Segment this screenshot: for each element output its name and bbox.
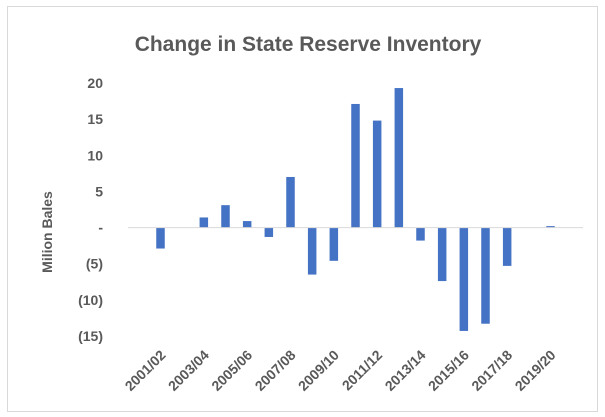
- y-axis-ticks: 20 15 10 5 - (5) (10) (15): [78, 75, 103, 344]
- y-tick-label: 15: [87, 111, 103, 127]
- y-tick-label: 5: [95, 183, 103, 199]
- x-tick-label: 2001/02: [122, 347, 169, 394]
- x-axis-ticks: 2001/022003/042005/062007/082009/102011/…: [122, 347, 559, 394]
- bar-2011-12: [372, 120, 382, 228]
- x-tick-label: 2011/12: [339, 347, 386, 394]
- bar-2017-18: [502, 227, 512, 266]
- bar-2016-17: [481, 227, 490, 324]
- y-tick-label: (5): [86, 256, 103, 272]
- y-tick-label: (15): [78, 328, 103, 344]
- x-tick-label: 2017/18: [468, 347, 515, 394]
- x-tick-label: 2003/04: [165, 347, 212, 394]
- bar-2003-04: [199, 217, 209, 228]
- y-tick-label: -: [98, 220, 103, 236]
- x-tick-label: 2013/14: [382, 347, 429, 394]
- y-tick-label: 10: [87, 147, 103, 163]
- bar-2014-15: [437, 227, 447, 282]
- bar-2007-08: [286, 176, 295, 228]
- bar-2013-14: [416, 227, 425, 241]
- chart-title: Change in State Reserve Inventory: [135, 33, 482, 56]
- x-tick-label: 2007/08: [252, 347, 299, 394]
- bar-2019-20: [546, 226, 555, 228]
- bar-2004-05: [221, 205, 230, 228]
- bar-2005-06: [242, 221, 252, 228]
- chart-frame: [7, 6, 598, 412]
- bar-series: [156, 88, 555, 331]
- bar-2015-16: [459, 227, 469, 331]
- x-tick-label: 2005/06: [208, 347, 255, 394]
- x-tick-label: 2019/20: [512, 347, 559, 394]
- bar-2001-02: [156, 227, 165, 249]
- y-tick-label: (10): [78, 292, 103, 308]
- bar-2008-09: [307, 227, 317, 275]
- bar-2010-11: [351, 103, 360, 228]
- bar-2009-10: [329, 227, 339, 261]
- bar-2012-13: [394, 88, 404, 228]
- y-tick-label: 20: [87, 75, 103, 91]
- bar-2006-07: [264, 227, 274, 237]
- y-axis-label: Milion Bales: [39, 191, 55, 273]
- x-tick-label: 2015/16: [425, 347, 472, 394]
- x-tick-label: 2009/10: [295, 347, 342, 394]
